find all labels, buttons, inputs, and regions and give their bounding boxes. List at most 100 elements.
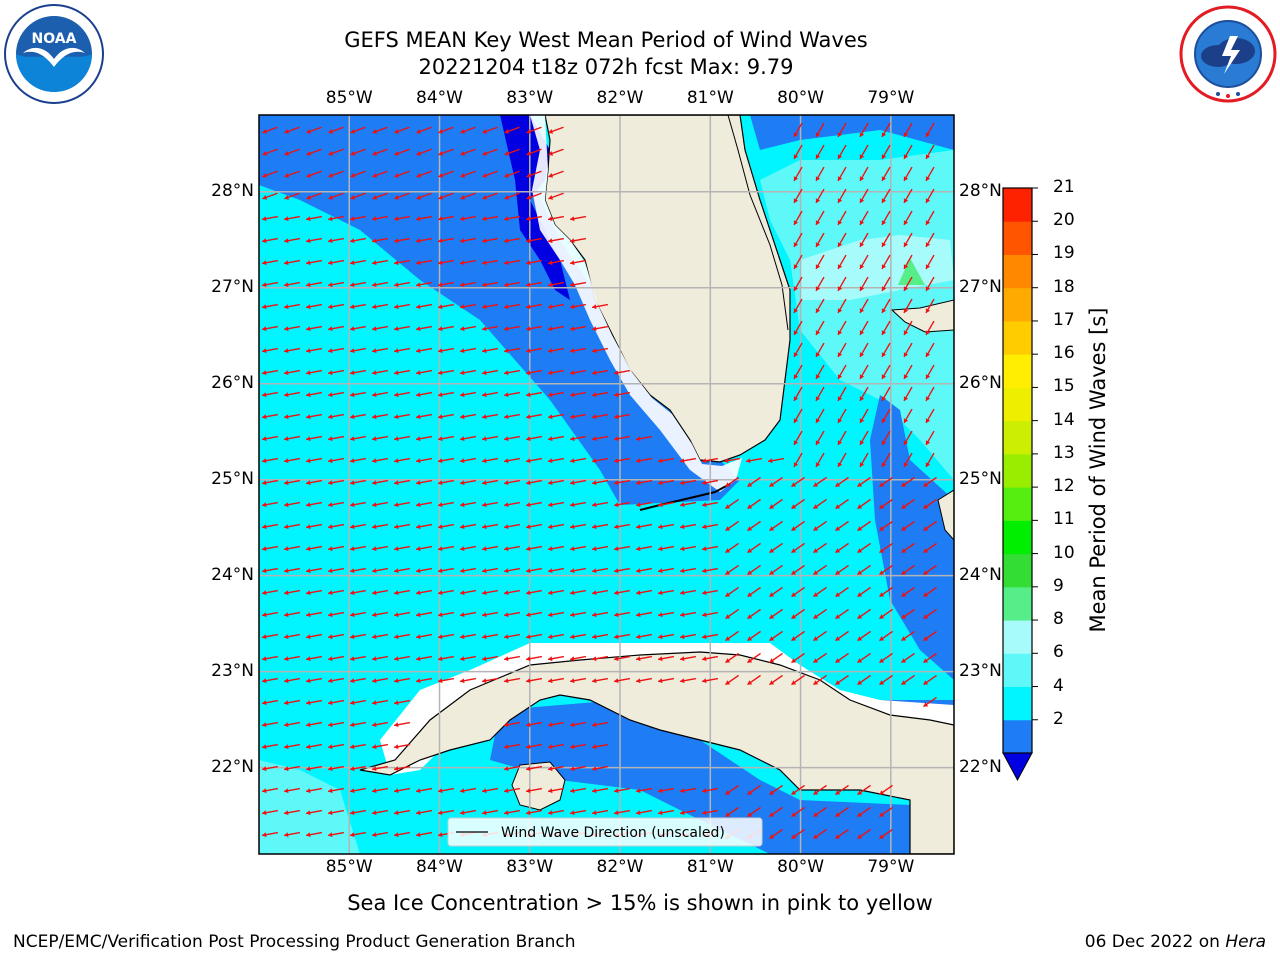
wave-arrow-head — [925, 176, 931, 181]
wave-arrow-head — [504, 722, 509, 728]
wave-arrow-head — [306, 436, 311, 442]
legend-label: Wind Wave Direction (unscaled) — [501, 825, 725, 841]
wave-arrow-head — [881, 352, 887, 357]
colorbar-tick-label: 20 — [1053, 210, 1075, 231]
wave-arrow-head — [262, 238, 267, 244]
wave-arrow-head — [328, 195, 334, 200]
wave-arrow-head — [747, 658, 753, 663]
wave-arrow-head — [857, 614, 863, 619]
wave-arrow-head — [592, 546, 597, 552]
wave-arrow-head — [859, 242, 865, 247]
wave-arrow-head — [592, 810, 597, 816]
wave-arrow-head — [923, 680, 929, 685]
wave-arrow-head — [372, 304, 377, 310]
wave-arrow-head — [460, 502, 465, 508]
wave-arrow-head — [881, 374, 887, 379]
wave-arrow-head — [526, 568, 531, 574]
wave-arrow-head — [570, 722, 575, 728]
wave-arrow-head — [262, 304, 267, 310]
wave-arrow-head — [372, 678, 377, 684]
colorbar-tick-label: 18 — [1053, 276, 1075, 297]
wave-arrow-head — [837, 374, 843, 379]
wave-arrow-head — [793, 462, 799, 467]
wave-arrow-head — [815, 242, 821, 247]
wave-arrow-head — [504, 238, 509, 244]
colorbar-tick-label: 17 — [1053, 309, 1075, 330]
wave-arrow-head — [372, 744, 377, 750]
wave-arrow-head — [328, 700, 333, 706]
lat-label-right: 26°N — [959, 372, 1002, 393]
credit-host: Hera — [1225, 932, 1266, 952]
wave-arrow-head — [284, 173, 290, 178]
wave-arrow-head — [350, 458, 355, 464]
wave-arrow-head — [262, 612, 267, 618]
wave-arrow-head — [372, 173, 378, 178]
wave-arrow-head — [416, 788, 421, 794]
wave-arrow-head — [881, 418, 887, 423]
wave-arrow-head — [702, 612, 707, 618]
colorbar-block — [1003, 387, 1032, 422]
wave-arrow-head — [702, 678, 707, 684]
wave-arrow-head — [482, 282, 487, 288]
wave-arrow-head — [482, 788, 487, 794]
wave-arrow-head — [548, 173, 554, 178]
wave-arrow-head — [859, 264, 865, 269]
wave-arrow-head — [526, 348, 531, 354]
wave-arrow-head — [328, 524, 333, 530]
wave-arrow-head — [879, 812, 885, 817]
lon-label-top: 80°W — [777, 88, 825, 108]
wave-arrow-head — [901, 548, 907, 553]
lat-label-right: 23°N — [959, 660, 1002, 681]
wave-arrow-head — [284, 832, 289, 838]
wave-arrow-head — [747, 812, 753, 817]
wave-arrow-head — [925, 242, 931, 247]
wave-arrow-head — [658, 634, 663, 640]
wave-arrow-head — [306, 238, 311, 244]
wave-arrow-head — [680, 502, 685, 508]
wave-arrow-head — [372, 458, 377, 464]
colorbar-block — [1003, 719, 1032, 754]
wave-arrow-head — [350, 832, 355, 838]
wave-arrow-head — [815, 176, 821, 181]
wave-arrow-head — [747, 548, 753, 553]
colorbar-tick-label: 11 — [1053, 509, 1075, 530]
wave-arrow-head — [570, 238, 575, 244]
wave-arrow-head — [636, 678, 641, 684]
wave-arrow-head — [857, 680, 863, 685]
wave-arrow-head — [416, 436, 421, 442]
wave-arrow-head — [881, 330, 887, 335]
wave-arrow-head — [350, 304, 355, 310]
wave-arrow-head — [901, 570, 907, 575]
wave-arrow-head — [658, 678, 663, 684]
wave-arrow-head — [815, 264, 821, 269]
wave-arrow-head — [680, 568, 685, 574]
wave-arrow-head — [548, 678, 553, 684]
wave-arrow-head — [548, 546, 553, 552]
wave-arrow-head — [284, 129, 290, 134]
wave-arrow-head — [702, 590, 707, 596]
wave-arrow-head — [702, 458, 707, 464]
wave-arrow-head — [372, 129, 378, 134]
wave-arrow-head — [438, 414, 443, 420]
wave-arrow-head — [835, 526, 841, 531]
wave-arrow-head — [747, 504, 753, 509]
wave-arrow-head — [570, 260, 575, 266]
wave-arrow-head — [306, 151, 312, 156]
wave-arrow-head — [306, 282, 311, 288]
wave-arrow-head — [614, 590, 619, 596]
wave-arrow-head — [306, 502, 311, 508]
wave-arrow-head — [262, 216, 267, 222]
wave-arrow-head — [262, 348, 267, 354]
wave-arrow-head — [793, 286, 799, 291]
wave-arrow-head — [881, 440, 887, 445]
wave-arrow-head — [725, 790, 731, 795]
wave-arrow-head — [460, 590, 465, 596]
wave-arrow-head — [416, 326, 421, 332]
wave-arrow-head — [284, 612, 289, 618]
wave-arrow-head — [769, 504, 775, 509]
lon-label-top: 81°W — [686, 88, 734, 108]
wave-arrow-head — [725, 812, 731, 817]
wave-arrow-head — [857, 812, 863, 817]
wave-arrow-head — [284, 810, 289, 816]
wave-arrow-head — [901, 482, 907, 487]
